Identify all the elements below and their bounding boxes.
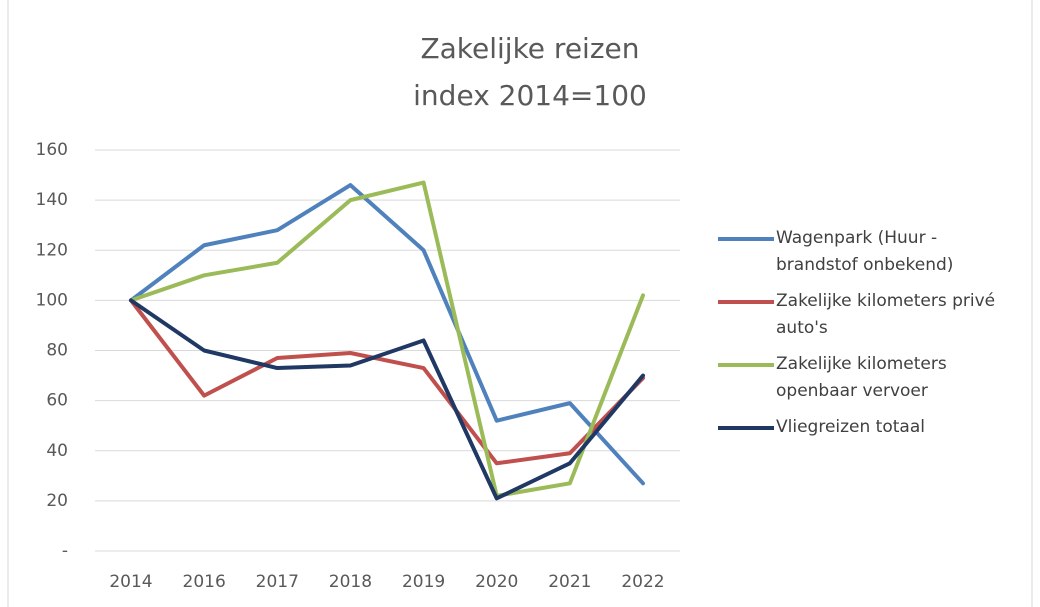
y-tick-label: 120 bbox=[36, 240, 68, 260]
legend-label: Zakelijke kilometers openbaar vervoer bbox=[776, 354, 947, 401]
y-tick-label: 160 bbox=[36, 140, 68, 160]
x-tick-label: 2021 bbox=[548, 572, 591, 592]
y-tick-label: 140 bbox=[36, 190, 68, 210]
legend-item: Wagenpark (Huur - brandstof onbekend) bbox=[718, 225, 1018, 279]
legend-swatch bbox=[718, 426, 774, 430]
chart-title: Zakelijke reizen bbox=[420, 32, 639, 65]
y-tick-label: - bbox=[62, 541, 68, 561]
legend-label: Zakelijke kilometers privé auto's bbox=[776, 291, 996, 338]
y-tick-label: 60 bbox=[46, 391, 68, 411]
legend-swatch bbox=[718, 363, 774, 367]
y-tick-label: 20 bbox=[46, 491, 68, 511]
legend-label: Vliegreizen totaal bbox=[776, 417, 925, 437]
series-line bbox=[129, 298, 645, 466]
x-tick-label: 2017 bbox=[256, 572, 299, 592]
y-tick-label: 80 bbox=[46, 341, 68, 361]
legend-swatch bbox=[718, 237, 774, 241]
legend-item: Zakelijke kilometers privé auto's bbox=[718, 288, 1018, 342]
series-line bbox=[129, 183, 645, 486]
legend-item: Zakelijke kilometers openbaar vervoer bbox=[718, 351, 1018, 405]
y-tick-label: 100 bbox=[36, 290, 68, 310]
series-line bbox=[129, 180, 645, 498]
x-tick-label: 2020 bbox=[475, 572, 518, 592]
x-tick-label: 2022 bbox=[621, 572, 664, 592]
x-tick-label: 2018 bbox=[329, 572, 372, 592]
legend: Wagenpark (Huur - brandstof onbekend) Zak… bbox=[718, 225, 1018, 450]
y-tick-label: 40 bbox=[46, 441, 68, 461]
legend-swatch bbox=[718, 300, 774, 304]
legend-item: Vliegreizen totaal bbox=[718, 414, 1018, 441]
chart-border bbox=[7, 0, 1033, 607]
legend-label: Wagenpark (Huur - brandstof onbekend) bbox=[776, 228, 954, 275]
chart-subtitle: index 2014=100 bbox=[413, 79, 647, 112]
x-tick-label: 2014 bbox=[109, 572, 152, 592]
x-tick-label: 2019 bbox=[402, 572, 445, 592]
series-line bbox=[129, 298, 645, 501]
x-tick-label: 2016 bbox=[183, 572, 226, 592]
